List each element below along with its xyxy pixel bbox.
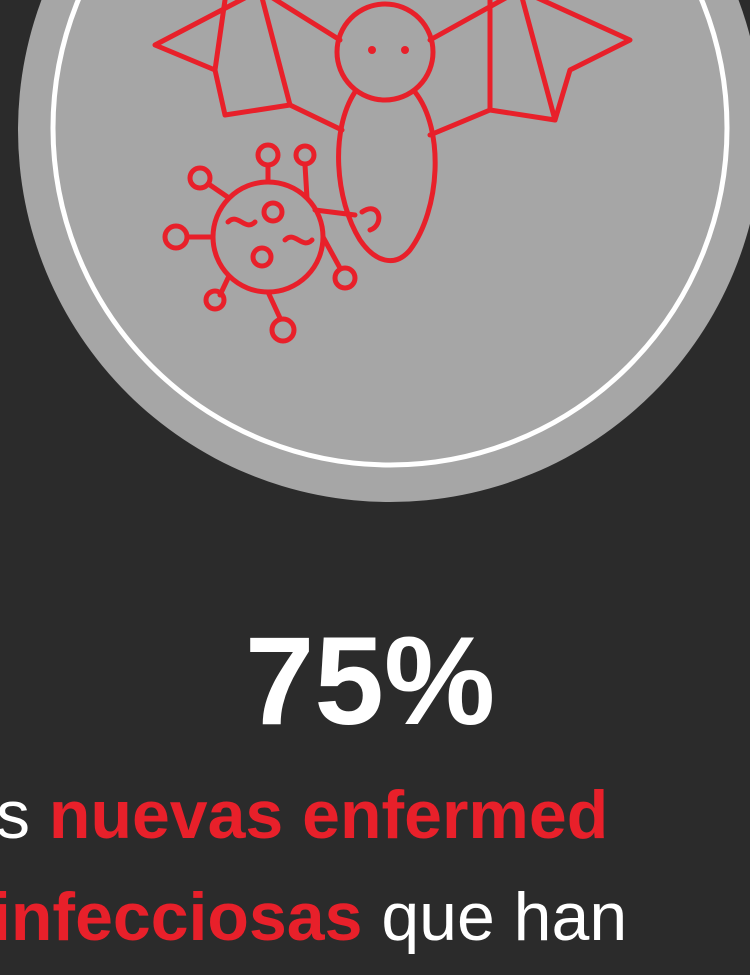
eye: [368, 46, 376, 54]
text-highlight: infecciosas: [0, 879, 362, 955]
text-line: s nuevas enfermed: [0, 777, 608, 853]
text-normal: s: [0, 777, 30, 853]
text-normal: que han: [381, 879, 627, 955]
text-line: infecciosas que han: [0, 879, 627, 955]
eye: [401, 46, 409, 54]
page: 75% s nuevas enfermed infecciosas que ha…: [0, 0, 750, 975]
text-highlight: nuevas enfermed: [49, 777, 608, 853]
infographic: 75% s nuevas enfermed infecciosas que ha…: [0, 0, 750, 975]
stat-value: 75%: [245, 612, 495, 751]
